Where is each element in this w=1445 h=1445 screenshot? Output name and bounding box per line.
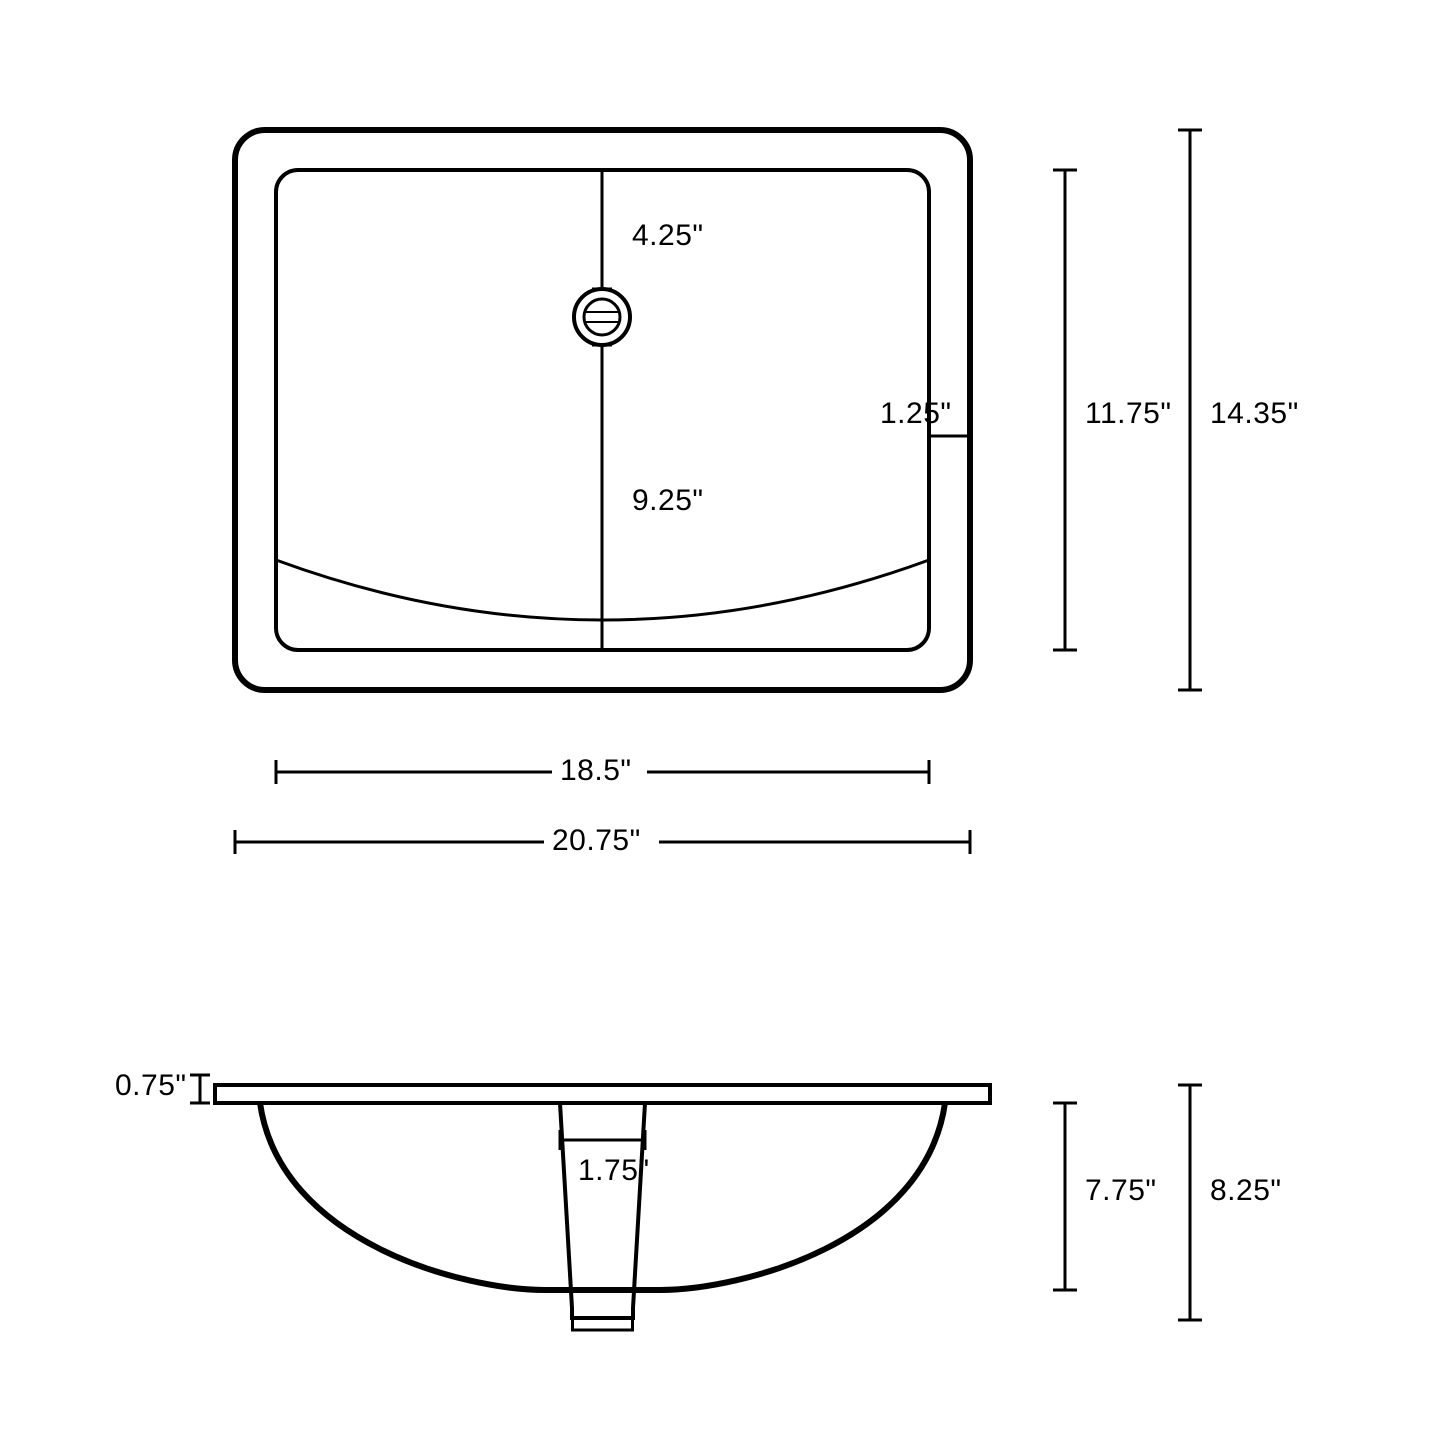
dim-label: 9.25" — [632, 484, 704, 517]
drain-outer — [574, 289, 630, 345]
drain-tailpiece — [560, 1103, 645, 1318]
dim-label: 8.25" — [1210, 1174, 1282, 1207]
dim-label: 7.75" — [1085, 1174, 1157, 1207]
dim-label: 0.75" — [115, 1069, 187, 1102]
dim-label: 18.5" — [560, 754, 632, 787]
bowl-profile — [260, 1103, 945, 1290]
dim-label: 20.75" — [552, 824, 641, 857]
dim-label: 14.35" — [1210, 397, 1299, 430]
rim — [215, 1085, 990, 1103]
dim-label: 11.75" — [1085, 397, 1172, 430]
dim-label: 4.25" — [632, 219, 704, 252]
dim-label: 1.75" — [578, 1154, 650, 1187]
drain-inner — [584, 299, 620, 335]
dim-label: 1.25" — [880, 397, 952, 430]
